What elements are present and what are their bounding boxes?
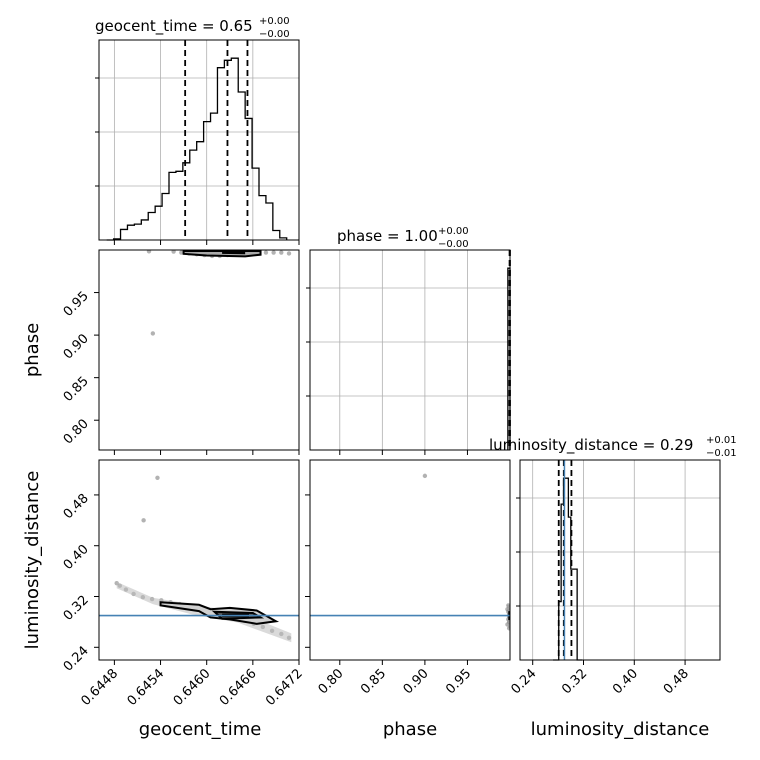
sample-point	[155, 475, 160, 480]
ylabel-luminosity-distance: luminosity_distance	[22, 471, 43, 650]
frame-geocent_time_vs_luminosity_distance	[98, 459, 300, 661]
sample-point	[146, 250, 152, 254]
contour-core	[222, 251, 246, 255]
ylabel-phase: phase	[22, 323, 43, 377]
frame-geocent_time	[98, 39, 300, 241]
frame-phase_vs_luminosity_distance	[309, 459, 511, 661]
frame-phase	[309, 249, 511, 451]
sample-point	[271, 250, 276, 255]
sample-point	[179, 250, 184, 255]
hist-panel-luminosity_distance	[516, 460, 720, 661]
sample-point	[286, 251, 292, 256]
title-geocent-time: geocent_time = 0.65	[95, 17, 253, 36]
sample-point	[279, 250, 284, 255]
xlabel-phase: phase	[383, 719, 437, 740]
title-phase-plus: +0.00	[438, 226, 469, 237]
pair-panel-geocent_time_vs_luminosity_distance	[99, 475, 299, 643]
sample-point	[150, 331, 156, 336]
xlabel-luminosity-distance: luminosity_distance	[531, 719, 710, 740]
plot-area-geocent_time_vs_luminosity_distance	[114, 475, 292, 643]
sample-point	[422, 473, 428, 479]
title-luminosity-distance-minus: −0.01	[706, 448, 737, 459]
frame-luminosity_distance	[519, 459, 721, 661]
sample-point	[263, 250, 269, 255]
title-luminosity-distance: luminosity_distance = 0.29	[489, 436, 693, 455]
pair-panel-geocent_time_vs_phase	[146, 250, 292, 336]
pair-panel-phase_vs_luminosity_distance	[310, 473, 510, 631]
xlabel-geocent-time: geocent_time	[139, 719, 262, 740]
plot-area-geocent_time_vs_phase	[146, 250, 292, 336]
sample-point	[171, 250, 176, 254]
title-phase: phase = 1.00	[337, 227, 438, 245]
histogram-geocent_time	[106, 57, 288, 241]
hist-panel-geocent_time	[95, 40, 300, 241]
plot-area-phase_vs_luminosity_distance	[422, 473, 510, 631]
title-geocent-time-plus: +0.00	[259, 16, 290, 27]
title-luminosity-distance-plus: +0.01	[706, 435, 737, 446]
title-geocent-time-minus: −0.00	[259, 29, 290, 40]
frame-geocent_time_vs_phase	[98, 249, 300, 451]
title-phase-minus: −0.00	[438, 239, 469, 250]
sample-point	[141, 518, 146, 523]
